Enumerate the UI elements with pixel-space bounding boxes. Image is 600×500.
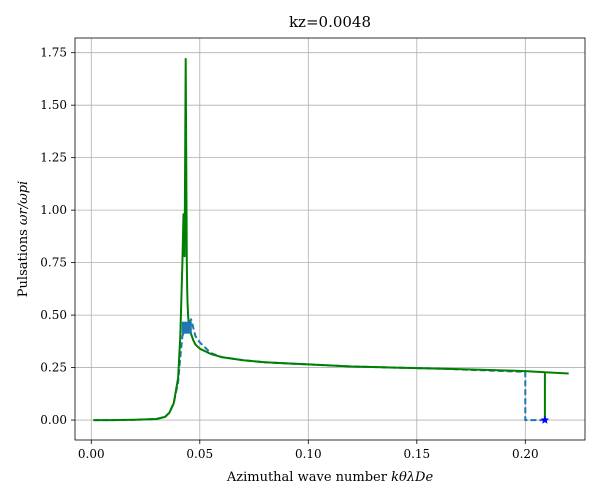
x-tick-label: 0.15 [403, 447, 430, 461]
y-tick-label: 0.75 [40, 256, 67, 270]
y-tick-label: 1.50 [40, 98, 67, 112]
x-axis-label: Azimuthal wave number kθλDe [226, 470, 434, 485]
grid [75, 38, 585, 440]
y-axis-label-math: ωr/ωpi [16, 181, 31, 225]
x-axis-label-math: kθλDe [391, 470, 433, 485]
plot-series [93, 58, 569, 422]
axis-ticks: 0.00 0.05 0.10 0.15 0.20 0.00 0.25 0.50 0.75 1.00… [40, 46, 538, 461]
y-axis-label: Pulsations ωr/ωpi [16, 181, 31, 297]
x-tick-label: 0.05 [186, 447, 213, 461]
y-tick-label: 1.75 [40, 46, 67, 60]
y-tick-label: 0.00 [40, 413, 67, 427]
blue-star-marker [540, 415, 550, 424]
y-tick-label: 0.50 [40, 308, 67, 322]
x-tick-label: 0.00 [78, 447, 105, 461]
y-tick-label: 1.25 [40, 151, 67, 165]
x-tick-label: 0.10 [295, 447, 322, 461]
y-axis-label-text: Pulsations [16, 225, 31, 297]
x-axis-label-text: Azimuthal wave number [226, 470, 391, 485]
y-tick-label: 0.25 [40, 361, 67, 375]
x-tick-label: 0.20 [512, 447, 539, 461]
blue-square-marker [181, 321, 192, 334]
y-tick-label: 1.00 [40, 203, 67, 217]
series-solid-green [93, 58, 569, 422]
plot-markers [181, 321, 550, 424]
plot-frame [74, 37, 586, 441]
chart-title: kz=0.0048 [289, 13, 371, 31]
